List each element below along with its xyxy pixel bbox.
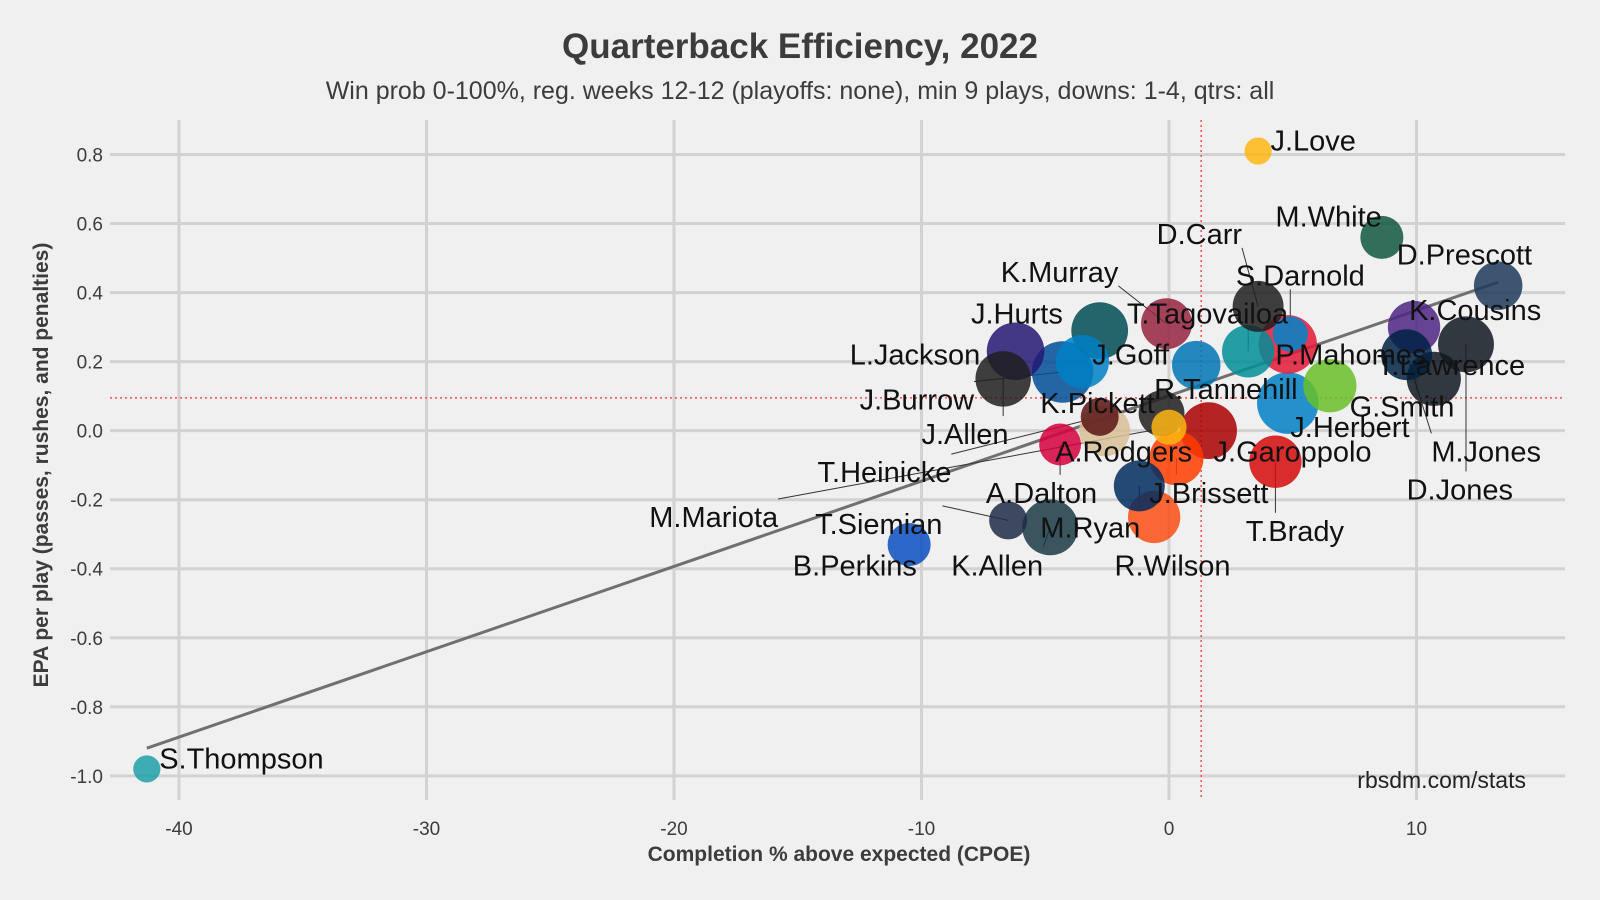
qb-label: T.Brady xyxy=(1246,516,1345,548)
source-caption: rbsdm.com/stats xyxy=(1357,767,1526,793)
qb-label: S.Thompson xyxy=(159,744,323,776)
qb-label: R.Wilson xyxy=(1115,550,1231,582)
qb-point xyxy=(1171,340,1221,390)
x-tick-label: -20 xyxy=(660,819,687,840)
qb-point xyxy=(1360,215,1404,259)
qb-label: J.Hurts xyxy=(971,298,1063,330)
qb-label: M.Ryan xyxy=(1040,512,1140,544)
y-axis-title: EPA per play (passes, rushes, and penalt… xyxy=(30,243,53,688)
y-tick-label: 0.0 xyxy=(77,422,103,443)
qb-label: J.Brissett xyxy=(1149,478,1268,510)
x-axis-title: Completion % above expected (CPOE) xyxy=(648,843,1031,866)
label-leader-line xyxy=(951,416,1100,455)
qb-point xyxy=(887,523,931,567)
qb-label: L.Jackson xyxy=(850,340,981,372)
qb-point xyxy=(1232,280,1284,332)
qb-point xyxy=(1244,137,1272,165)
qb-label: M.White xyxy=(1275,202,1381,234)
point-labels: J.Love M.White D.Prescott D.Carr S.Darnold K.… xyxy=(159,126,1541,776)
qb-point xyxy=(1473,261,1523,310)
qb-label: P.Mahomes xyxy=(1275,340,1426,372)
x-tick-label: 0 xyxy=(1164,819,1175,840)
qb-point xyxy=(1249,435,1302,488)
y-tick-label: 0.4 xyxy=(77,284,104,305)
x-tick-label: 10 xyxy=(1406,819,1427,840)
qb-label: D.Prescott xyxy=(1397,240,1532,272)
chart-title: Quarterback Efficiency, 2022 xyxy=(562,27,1038,66)
qb-label: J.Burrow xyxy=(860,385,975,417)
qb-point xyxy=(1149,431,1204,486)
qb-point xyxy=(1039,423,1082,466)
qb-label: D.Carr xyxy=(1157,219,1243,251)
y-tick-label: -0.2 xyxy=(70,491,103,512)
x-tick-label: -40 xyxy=(165,819,192,840)
qb-label: J.Garoppolo xyxy=(1214,436,1372,468)
qb-point xyxy=(133,755,161,783)
qb-label: A.Rodgers xyxy=(1055,436,1192,468)
data-points xyxy=(133,137,1523,783)
qb-point xyxy=(1151,409,1187,445)
x-tick-label: -10 xyxy=(908,819,935,840)
qb-label: J.Love xyxy=(1270,126,1355,158)
qb-point xyxy=(1222,325,1275,378)
qb-point xyxy=(1055,334,1110,389)
y-tick-label: 0.8 xyxy=(77,146,103,167)
qb-label: B.Perkins xyxy=(793,550,917,582)
qb-label: J.Allen xyxy=(922,419,1009,451)
qb-point xyxy=(1381,329,1433,381)
qb-label: K.Allen xyxy=(951,550,1043,582)
qb-label: J.Goff xyxy=(1092,340,1170,372)
y-tick-label: -1.0 xyxy=(70,767,103,788)
qb-label: A.Dalton xyxy=(986,478,1097,510)
qb-point xyxy=(1438,316,1494,373)
qb-point xyxy=(1080,397,1119,436)
qb-label: T.Tagovailoa xyxy=(1127,298,1289,330)
y-tick-label: -0.6 xyxy=(70,629,103,650)
x-tick-label: -30 xyxy=(413,819,440,840)
y-tick-label: 0.6 xyxy=(77,215,103,236)
axis-ticks: -40 -30 -20 -10 0 10 0.8 0.6 0.4 0.2 0.0 -0.2 -0.4 -0… xyxy=(70,146,1427,840)
qb-label: D.Jones xyxy=(1407,474,1513,506)
y-tick-label: -0.4 xyxy=(70,560,103,581)
qb-point xyxy=(989,501,1028,540)
qb-label: T.Heinicke xyxy=(818,457,952,489)
qb-point xyxy=(975,351,1031,407)
qb-label: T.Lawrence xyxy=(1377,350,1525,382)
qb-label: K.Cousins xyxy=(1409,295,1541,327)
qb-label: S.Darnold xyxy=(1236,260,1365,292)
qb-point xyxy=(1113,460,1165,512)
chart-subtitle: Win prob 0-100%, reg. weeks 12-12 (playo… xyxy=(326,77,1275,105)
y-tick-label: 0.2 xyxy=(77,353,103,374)
qb-label: K.Murray xyxy=(1001,257,1119,289)
qb-point xyxy=(1257,372,1319,434)
qb-label: R.Tannehill xyxy=(1154,374,1297,406)
qb-label: T.Siemian xyxy=(815,509,942,541)
qb-label: G.Smith xyxy=(1350,391,1455,423)
qb-point xyxy=(1141,298,1192,350)
qb-point xyxy=(1022,499,1079,556)
qb-label: M.Jones xyxy=(1431,436,1541,468)
y-tick-label: -0.8 xyxy=(70,698,103,719)
qb-point xyxy=(1272,316,1308,352)
qb-point xyxy=(1303,359,1357,413)
qb-label: K.Pickett xyxy=(1040,388,1154,420)
qb-label: M.Mariota xyxy=(649,502,779,534)
qb-label: J.Herbert xyxy=(1290,412,1409,444)
